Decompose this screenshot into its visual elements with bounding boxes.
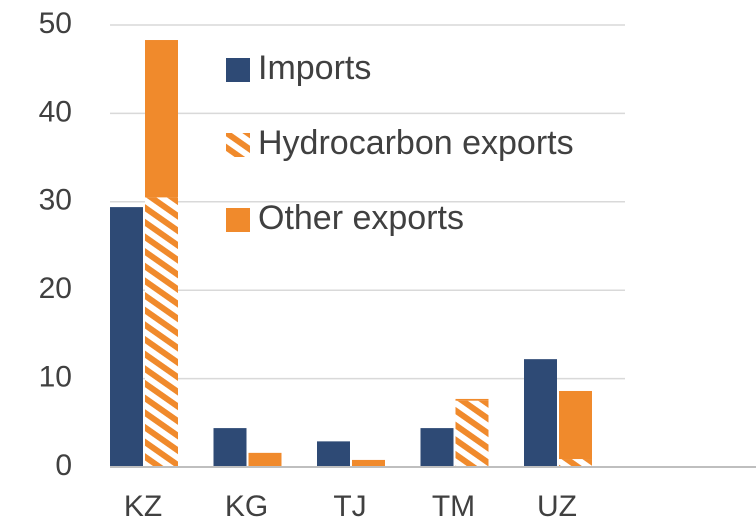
bar [145, 197, 178, 467]
bar [352, 459, 385, 467]
y-tick-label: 10 [39, 361, 72, 394]
legend-label: Imports [258, 49, 371, 87]
bar [524, 359, 557, 467]
legend-swatch [226, 58, 250, 82]
legend-swatch [226, 208, 250, 232]
legend-label: Hydrocarbon exports [258, 124, 574, 162]
bar [420, 428, 454, 467]
legend-swatch [226, 133, 250, 157]
y-tick-label: 50 [39, 7, 72, 40]
bar [145, 40, 178, 198]
bar [455, 400, 489, 467]
bar [455, 398, 489, 401]
y-tick-label: 0 [55, 449, 72, 482]
y-tick-label: 40 [39, 95, 72, 128]
x-tick-label: TJ [333, 490, 366, 523]
y-tick-label: 20 [39, 272, 72, 305]
bar [559, 390, 592, 460]
x-tick-label: KZ [124, 490, 162, 523]
bar [248, 452, 282, 467]
y-tick-label: 30 [39, 184, 72, 217]
bar [317, 441, 350, 467]
legend-label: Other exports [258, 199, 464, 237]
x-tick-label: UZ [537, 490, 577, 523]
x-tick-label: TM [432, 490, 475, 523]
x-tick-label: KG [225, 490, 268, 523]
bar [559, 459, 592, 467]
bar [110, 207, 143, 467]
bar [213, 428, 247, 467]
